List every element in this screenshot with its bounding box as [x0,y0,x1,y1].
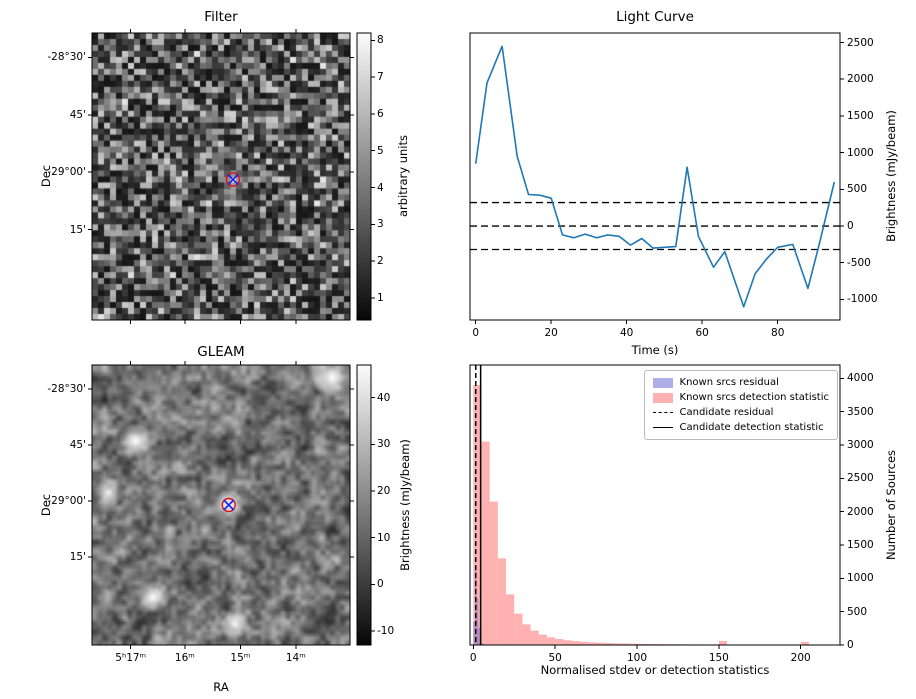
histogram-bar [476,598,479,645]
histogram-bar [514,613,523,645]
histogram-bar [497,558,507,645]
histogram-bar [506,594,515,645]
legend-label: Candidate detection statistic [679,422,824,433]
light-curve-line [474,45,836,308]
legend-line-icon [652,412,673,413]
legend-label: Candidate residual [679,407,774,418]
histogram-bar [612,643,621,645]
histogram-bar [473,621,475,645]
histogram-bar [718,641,728,645]
gleam-image [92,365,350,645]
candidate-cross-marker [223,499,235,511]
filter-image [92,33,350,320]
histogram-bar [546,637,556,645]
candidate-cross-marker [227,173,239,186]
histogram-bar [530,630,539,645]
histogram-bar [636,643,646,645]
histogram-bar [481,441,490,645]
histogram-bar [628,643,637,645]
histogram-bar [800,642,809,645]
legend-item: Known srcs detection statistic [652,390,829,405]
histogram-bar [579,641,588,645]
legend-item: Candidate detection statistic [652,420,829,435]
legend-patch-icon [652,392,673,403]
histogram-bar [604,643,613,645]
histogram-bar [563,640,572,645]
legend-item: Known srcs residual [652,375,829,390]
legend-patch-icon [652,377,673,388]
histogram-bar [571,641,580,645]
histogram-bar [596,642,605,645]
filter-panel [88,29,375,324]
histogram-bar [481,643,484,645]
gleam-colorbar-gradient [357,365,371,645]
filter-colorbar-gradient [357,33,371,320]
legend-item: Candidate residual [652,405,829,420]
histogram-bar [555,639,564,645]
histogram-bar [489,501,498,645]
histogram-bar [522,624,531,645]
histogram-legend: Known srcs residual Known srcs detection … [643,370,838,440]
histogram-bar [587,642,597,645]
histogram-bar [538,634,547,645]
candidate-circle-marker [225,172,241,187]
histogram-panel [469,364,844,649]
gleam-panel [88,361,375,649]
legend-line-icon [652,427,673,428]
light-curve-panel [469,32,844,324]
histogram-bar [473,385,482,645]
legend-label: Known srcs detection statistic [679,392,829,403]
histogram-bar [478,627,480,645]
histogram-bar [620,643,629,645]
legend-label: Known srcs residual [679,377,779,388]
candidate-circle-marker [221,497,236,513]
